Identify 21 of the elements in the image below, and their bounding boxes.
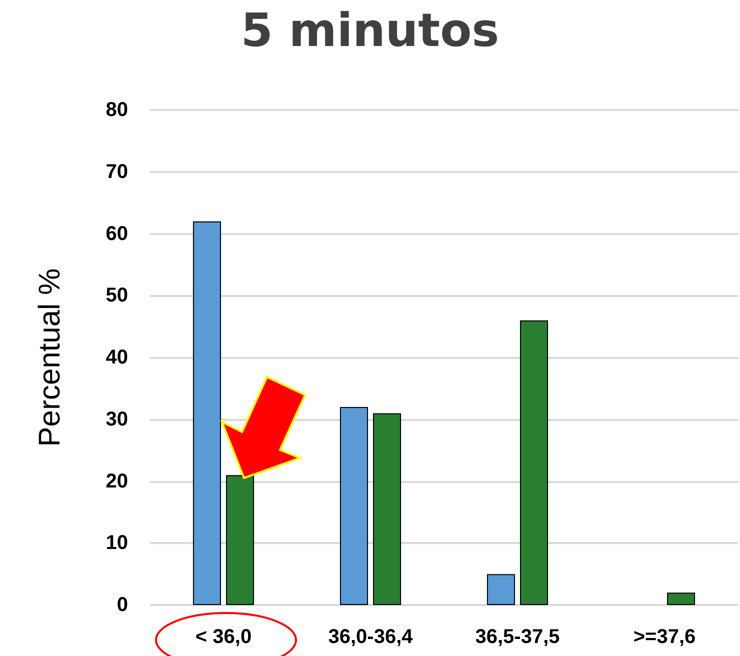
bar <box>520 320 548 605</box>
y-tick-label: 50 <box>106 284 128 307</box>
chart-title: 5 minutos <box>240 3 500 57</box>
y-tick-label: 30 <box>106 408 128 430</box>
x-tick-label: 36,0-36,4 <box>328 626 414 648</box>
x-tick-label: 36,5-37,5 <box>475 626 560 648</box>
y-tick-label: 20 <box>106 470 128 492</box>
y-tick-label: 40 <box>106 346 128 368</box>
y-tick-label: 80 <box>106 99 128 121</box>
y-tick-label: 10 <box>106 532 128 554</box>
bar <box>486 574 515 605</box>
x-tick-label: >=37,6 <box>633 626 696 648</box>
y-tick-label: 60 <box>106 222 128 245</box>
y-tick-label: 70 <box>106 160 128 183</box>
y-axis-title: Percentual % <box>34 268 66 447</box>
bar <box>340 407 368 605</box>
bar <box>192 221 221 605</box>
bar <box>373 413 402 605</box>
bar <box>667 592 696 605</box>
y-tick-label: 0 <box>116 594 128 616</box>
x-tick-label: < 36,0 <box>195 626 252 648</box>
